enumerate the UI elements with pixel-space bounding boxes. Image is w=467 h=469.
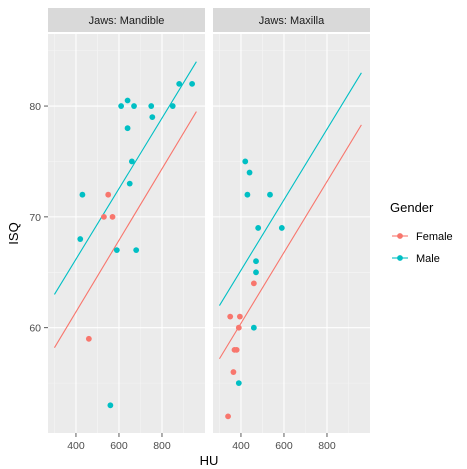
data-point-male: [77, 236, 84, 242]
x-tick-label: 800: [153, 440, 171, 452]
data-point-male: [255, 225, 262, 231]
fit-line-male: [218, 72, 362, 306]
x-tick-label: 400: [67, 440, 85, 452]
fit-line-female: [53, 111, 197, 348]
data-point-male: [169, 103, 176, 109]
data-point-male: [189, 80, 195, 87]
data-point-male: [278, 225, 285, 231]
y-axis-title: ISQ: [6, 222, 21, 244]
data-point-male: [253, 269, 259, 276]
facet-strip-1: [213, 8, 370, 32]
x-tick-label: 600: [275, 440, 293, 452]
data-point-male: [79, 191, 86, 198]
data-point-male: [148, 103, 155, 109]
data-point-male: [246, 169, 253, 176]
data-point-male: [149, 114, 156, 121]
data-point-male: [107, 402, 114, 409]
y-tick-label: 70: [29, 212, 41, 224]
fit-line-female: [218, 124, 362, 360]
facet-strip-0: [48, 8, 205, 32]
data-point-male: [267, 191, 273, 198]
data-point-female: [109, 213, 116, 220]
legend-key-point-female: [397, 233, 403, 239]
data-point-male: [133, 247, 140, 254]
legend-label-male: Male: [416, 253, 440, 265]
panel-background-1: [213, 34, 370, 433]
data-point-female: [230, 369, 237, 375]
data-point-male: [235, 380, 242, 387]
data-point-male: [250, 324, 257, 331]
data-point-male: [131, 103, 137, 109]
data-point-female: [227, 313, 234, 320]
data-point-female: [85, 335, 92, 342]
data-point-female: [235, 324, 242, 331]
data-point-male: [124, 125, 131, 132]
legend-title: Gender: [390, 200, 434, 215]
data-point-male: [126, 180, 133, 187]
data-point-male: [244, 191, 251, 198]
x-tick-label: 400: [232, 440, 250, 452]
facet-strip-label: Jaws: Maxilla: [259, 15, 325, 27]
x-tick-label: 800: [318, 440, 336, 452]
data-point-male: [124, 97, 131, 104]
x-axis-title: HU: [200, 453, 219, 468]
data-point-male: [118, 103, 125, 109]
data-point-male: [242, 158, 249, 165]
data-point-female: [105, 191, 112, 198]
data-point-male: [113, 247, 120, 254]
data-point-male: [253, 258, 259, 265]
legend-label-female: Female: [416, 231, 453, 243]
legend-key-point-male: [397, 255, 403, 261]
panel-background-0: [48, 34, 205, 433]
data-point-female: [101, 213, 107, 220]
facet-strip-label: Jaws: Mandible: [89, 15, 165, 27]
data-point-female: [225, 413, 231, 420]
data-point-male: [128, 158, 135, 165]
x-tick-label: 600: [110, 440, 128, 452]
data-point-female: [236, 313, 243, 320]
fit-line-male: [53, 61, 197, 295]
y-tick-label: 80: [29, 101, 41, 113]
y-tick-label: 60: [29, 323, 41, 335]
data-point-male: [176, 80, 183, 87]
data-point-female: [233, 346, 240, 353]
data-point-female: [250, 280, 257, 287]
